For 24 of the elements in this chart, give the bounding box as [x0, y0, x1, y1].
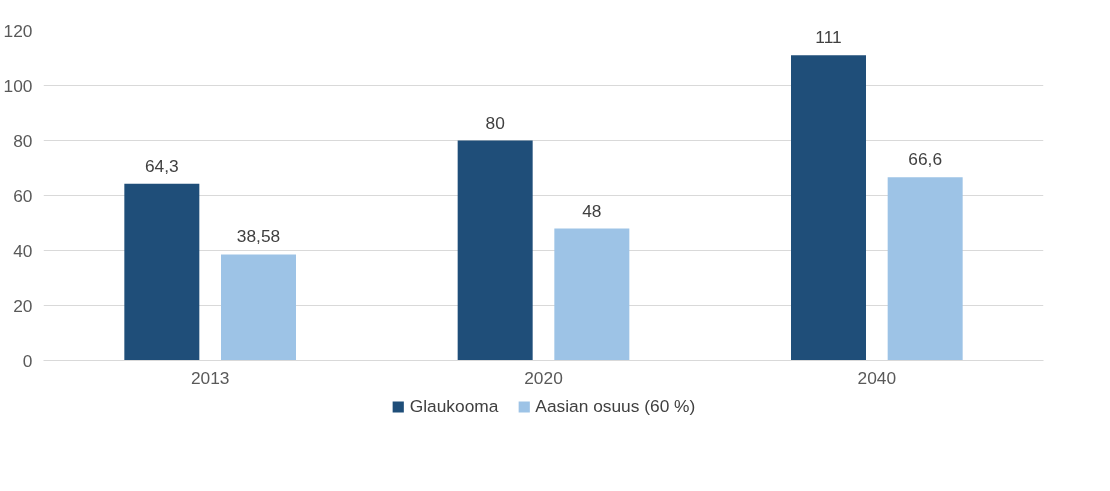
data-label: 48	[582, 200, 602, 221]
y-tick-label: 0	[22, 350, 33, 371]
x-tick-label: 2020	[524, 367, 563, 388]
y-tick-label: 120	[3, 20, 33, 41]
data-label: 111	[815, 27, 842, 48]
data-label: 66,6	[908, 149, 943, 170]
legend-label: Aasian osuus (60 %)	[535, 395, 696, 417]
y-tick-label: 100	[3, 75, 33, 96]
x-tick-label: 2013	[190, 367, 230, 388]
bar	[457, 140, 533, 361]
data-label: 64,3	[144, 155, 179, 176]
x-tick-label: 2040	[857, 367, 897, 388]
bar	[221, 254, 296, 361]
data-label: 38,58	[236, 226, 281, 247]
bar	[791, 55, 866, 361]
data-label: 80	[485, 112, 505, 133]
legend-label: Glaukooma	[409, 395, 499, 417]
y-tick-label: 40	[13, 240, 33, 261]
bar	[124, 183, 200, 361]
bar	[887, 177, 963, 361]
y-tick-label: 20	[13, 295, 33, 316]
bar	[554, 228, 630, 361]
y-tick-label: 60	[13, 185, 33, 206]
y-tick-label: 80	[13, 130, 33, 151]
